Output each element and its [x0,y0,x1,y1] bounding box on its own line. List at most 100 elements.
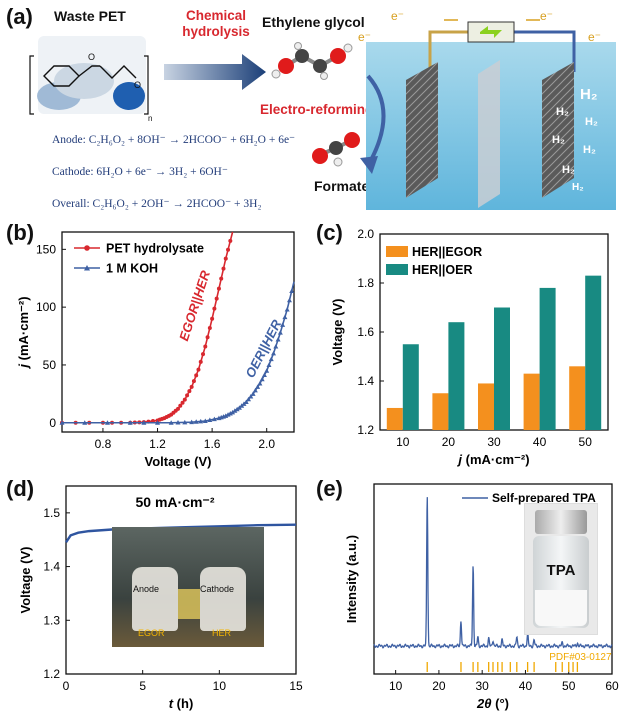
data-point [257,380,263,386]
data-point [189,419,195,425]
data-point [232,408,238,413]
electrolysis-cell-photo: Anode Cathode EGOR HER [112,527,264,647]
legend-label: PET hydrolysate [106,242,204,256]
bar-0 [523,373,540,430]
bar-0 [569,366,586,430]
y-tick-label: 1.3 [43,613,60,627]
bar-0 [432,393,449,430]
panel-e-letter: (e) [316,476,343,501]
data-point [127,420,133,425]
plot-frame [65,485,297,675]
reforming-curved-arrow [360,74,386,174]
photo-her-label: HER [212,628,232,638]
data-point [182,397,187,402]
y-tick-label: 1.8 [357,276,374,290]
data-point [271,350,277,356]
x-axis-label: t (h) [169,696,194,711]
y-axis-label: Voltage (V) [18,547,33,614]
data-point [223,256,228,261]
chart-c: 1.2 1.4 1.6 1.8 2.0 10 20 30 40 50 Voltage (V) j (m… [330,227,609,467]
data-point [191,379,196,384]
y-tick-label: 2.0 [357,227,374,241]
plot-frame [61,231,295,433]
data-point [141,420,147,425]
xrd-pattern [373,497,613,649]
data-point [280,322,286,327]
cathode-equation: Cathode: 6H₂O + 6e⁻ → 3H₂ + 6OH⁻ [52,166,228,178]
data-point [284,306,290,312]
data-point [250,391,256,396]
panel-c-letter: (c) [316,220,343,245]
h2-bubble: H₂ [552,134,565,146]
data-point [104,420,110,425]
legend-label: HER||EGOR [412,245,482,259]
data-point [210,316,215,321]
h2-bubble: H₂ [585,116,598,128]
data-point [259,376,265,382]
x-tick-label: 15 [289,679,303,693]
h2-bubble: H₂ [572,182,584,193]
data-point [268,356,274,362]
x-tick-label: 30 [476,679,490,693]
x-tick-label: 50 [579,435,593,449]
bar-1 [402,344,419,430]
plot-frame [373,483,613,675]
y-tick-label: 1.4 [357,374,374,388]
x-tick-label: 1.2 [149,437,166,451]
data-point [194,373,199,378]
electron-label-3: e⁻ [540,9,554,23]
polymer-n-label: n [148,114,152,122]
hydrolysis-line1: Chemical [185,8,247,23]
legend-label: HER||OER [412,263,472,277]
panel-d-letter: (d) [6,476,35,501]
x-tick-label: 20 [432,679,446,693]
electron-label-4: e⁻ [588,30,602,44]
data-point [185,393,190,398]
x-axis-label: 2θ (°) [476,696,509,711]
data-point [168,420,174,425]
data-point [227,411,233,416]
data-point [286,297,292,303]
legend-swatch [386,264,408,275]
electro-reforming-label: Electro-reforming [260,102,374,117]
chart-e: 10 20 30 40 50 60 PDF#03-0127 Self-prepared TPA… [344,483,619,711]
y-axis-label: Voltage (V) [330,299,345,366]
bar-0 [386,407,403,430]
data-point [82,420,88,425]
data-point [266,362,272,367]
data-point [219,276,224,281]
data-point [226,247,231,252]
data-point [203,344,208,349]
chemical-hydrolysis-label: Chemical hydrolysis [176,8,256,40]
data-point [248,394,254,399]
x-tick-label: 5 [139,679,146,693]
data-point [261,372,267,377]
bar-1 [448,322,465,430]
data-point [223,413,229,418]
data-point [282,314,288,320]
panel-a-letter: (a) [6,4,33,29]
data-point [182,419,188,425]
data-point [221,266,226,271]
data-point [273,343,279,349]
data-point [189,384,194,389]
photo-cathode-label: Cathode [200,584,235,594]
y-tick-label: 1.2 [357,423,374,437]
x-tick-label: 60 [605,679,619,693]
photo-tpa-label: TPA [546,562,576,579]
legend-label: 1 M KOH [106,262,158,276]
x-tick-label: 40 [533,435,547,449]
data-point [264,368,270,373]
y-tick-label: 100 [36,300,56,314]
x-tick-label: 40 [519,679,533,693]
data-point [275,337,281,342]
data-point [211,416,217,422]
electron-label-1: e⁻ [391,9,405,23]
y-tick-label: 1.6 [357,325,374,339]
data-point [193,419,199,424]
data-point [252,387,258,393]
data-point [243,399,249,404]
y-tick-label: 50 [43,358,57,372]
data-point [155,420,161,425]
data-point [214,296,219,301]
